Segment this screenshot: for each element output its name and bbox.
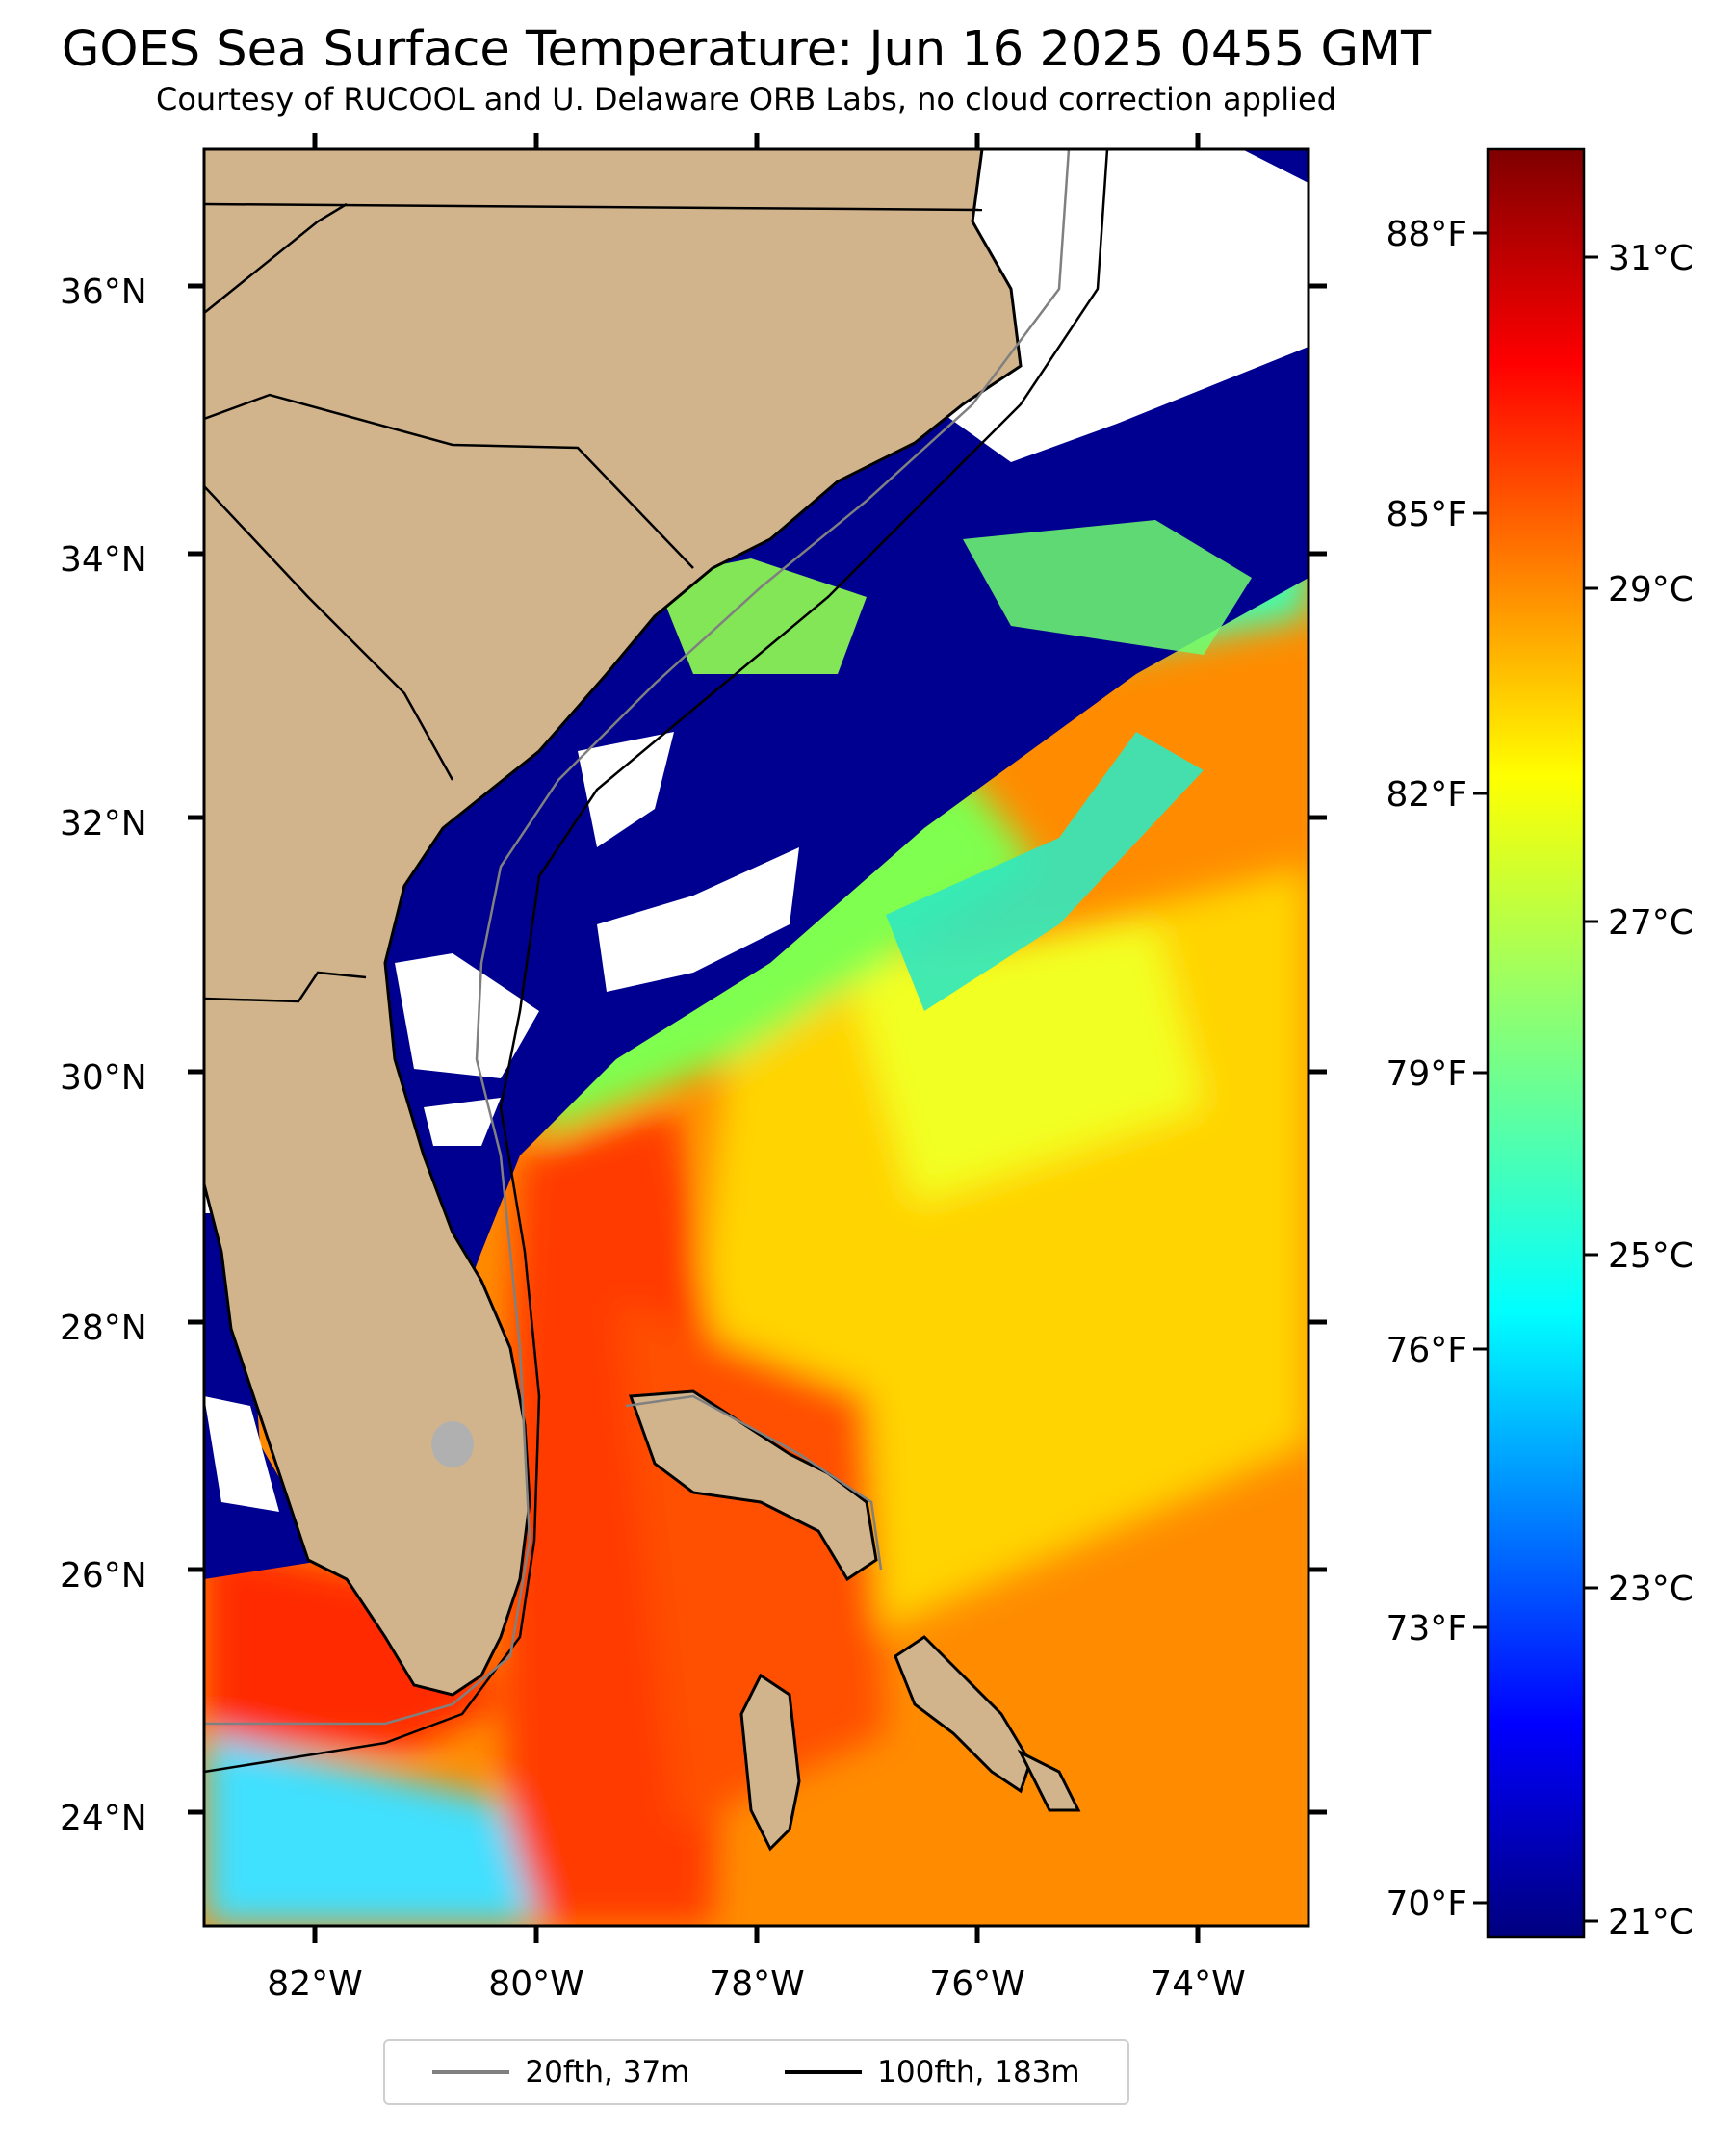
- lat-label-28n: 28°N: [60, 1309, 147, 1348]
- lat-label-26n: 26°N: [60, 1556, 147, 1596]
- lon-axis: 82°W 80°W 78°W 76°W 74°W: [267, 133, 1246, 2004]
- colorbar-c-31: 31°C: [1608, 239, 1694, 278]
- lat-label-34n: 34°N: [60, 540, 147, 580]
- legend-swatch-black: [785, 2070, 863, 2074]
- colorbar-f-70: 70°F: [1386, 1884, 1467, 1924]
- lat-label-32n: 32°N: [60, 804, 147, 844]
- lon-label-74w: 74°W: [1150, 1964, 1245, 2004]
- colorbar-c-25: 25°C: [1608, 1236, 1694, 1276]
- lat-label-24n: 24°N: [60, 1799, 147, 1838]
- colorbar: 88°F 85°F 82°F 79°F 76°F 73°F 70°F 31°C …: [1386, 147, 1694, 1942]
- colorbar-c-21: 21°C: [1608, 1903, 1694, 1942]
- legend-label-20fth: 20fth, 37m: [525, 2055, 690, 2090]
- colorbar-c-29: 29°C: [1608, 570, 1694, 610]
- chart-title: GOES Sea Surface Temperature: Jun 16 202…: [61, 21, 1432, 78]
- colorbar-c-27: 27°C: [1608, 903, 1694, 943]
- colorbar-f-76: 76°F: [1386, 1331, 1467, 1370]
- legend-swatch-gray: [432, 2070, 510, 2074]
- legend-label-100fth: 100fth, 183m: [877, 2055, 1080, 2090]
- lon-label-82w: 82°W: [267, 1964, 362, 2004]
- legend-item-20fth: 20fth, 37m: [432, 2055, 689, 2090]
- lat-label-36n: 36°N: [60, 273, 147, 312]
- lon-label-80w: 80°W: [488, 1964, 583, 2004]
- legend: 20fth, 37m 100fth, 183m: [383, 2039, 1129, 2105]
- colorbar-f-88: 88°F: [1386, 215, 1467, 254]
- colorbar-f-73: 73°F: [1386, 1609, 1467, 1649]
- lon-label-76w: 76°W: [929, 1964, 1024, 2004]
- map-panel: [204, 149, 1308, 1926]
- lat-axis: 36°N 34°N 32°N 30°N 28°N 26°N 24°N: [60, 273, 1327, 1838]
- colorbar-f-82: 82°F: [1386, 775, 1467, 815]
- lon-label-78w: 78°W: [709, 1964, 804, 2004]
- colorbar-gradient: [1486, 147, 1586, 1939]
- chart-subtitle: Courtesy of RUCOOL and U. Delaware ORB L…: [156, 81, 1336, 117]
- colorbar-c-23: 23°C: [1608, 1570, 1694, 1609]
- legend-item-100fth: 100fth, 183m: [785, 2055, 1080, 2090]
- colorbar-f-79: 79°F: [1386, 1054, 1467, 1094]
- colorbar-f-85: 85°F: [1386, 495, 1467, 534]
- lat-label-30n: 30°N: [60, 1058, 147, 1098]
